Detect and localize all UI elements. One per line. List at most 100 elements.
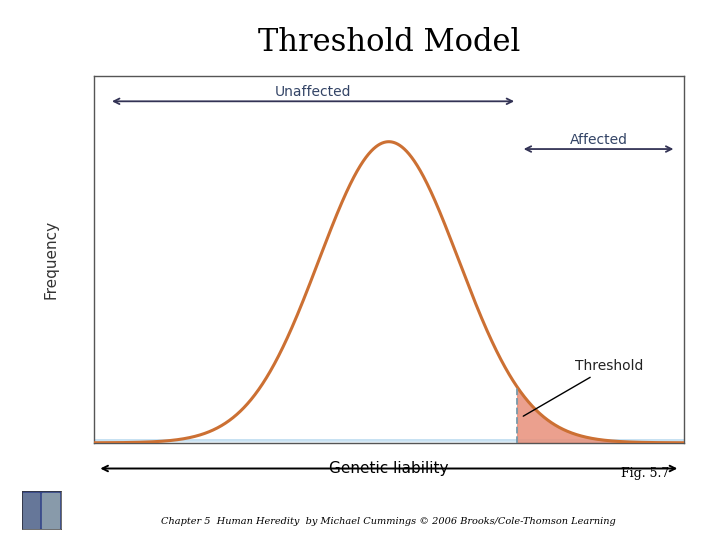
Bar <box>94 440 684 442</box>
Bar <box>94 440 684 441</box>
Bar <box>94 441 684 442</box>
Bar <box>94 441 684 442</box>
Bar <box>94 440 684 442</box>
Bar <box>94 440 684 442</box>
Bar <box>94 440 684 442</box>
Bar <box>94 441 684 443</box>
Bar <box>94 440 684 442</box>
Bar <box>94 441 684 443</box>
Bar <box>94 441 684 443</box>
Bar <box>94 440 684 442</box>
Bar <box>94 441 684 442</box>
Bar <box>94 440 684 442</box>
Bar <box>94 439 684 441</box>
Bar <box>94 440 684 441</box>
Bar <box>94 441 684 443</box>
Bar <box>94 441 684 443</box>
Bar <box>94 440 684 442</box>
Bar <box>94 440 684 442</box>
Bar <box>94 440 684 442</box>
Bar <box>94 440 684 442</box>
Bar <box>94 441 684 442</box>
Bar <box>94 440 684 442</box>
Bar <box>94 441 684 442</box>
Bar <box>94 440 684 442</box>
Bar <box>94 440 684 441</box>
Bar <box>94 440 684 442</box>
Bar <box>94 441 684 443</box>
Bar <box>94 441 684 443</box>
Bar <box>94 440 684 442</box>
Bar <box>94 440 684 441</box>
Bar <box>94 439 684 441</box>
Text: Chapter 5  Human Heredity  by Michael Cummings © 2006 Brooks/Cole-Thomson Learni: Chapter 5 Human Heredity by Michael Cumm… <box>161 517 616 526</box>
Bar <box>94 440 684 442</box>
Bar <box>94 441 684 442</box>
Bar <box>94 440 684 442</box>
Text: Genetic liability: Genetic liability <box>329 461 449 476</box>
Bar <box>94 441 684 443</box>
Bar <box>94 440 684 441</box>
Bar <box>94 439 684 441</box>
Bar <box>94 441 684 442</box>
Bar <box>94 441 684 443</box>
Bar <box>94 440 684 442</box>
Bar <box>94 441 684 443</box>
Bar <box>94 440 684 442</box>
Text: Unaffected: Unaffected <box>275 85 351 99</box>
Bar <box>94 440 684 441</box>
Bar <box>94 441 684 443</box>
Bar <box>94 439 684 441</box>
Bar <box>94 440 684 442</box>
Bar <box>94 440 684 441</box>
Bar <box>94 441 684 443</box>
Bar <box>94 440 684 441</box>
Text: Threshold Model: Threshold Model <box>258 27 520 58</box>
Bar <box>94 441 684 443</box>
Bar <box>94 441 684 442</box>
Bar <box>94 440 684 442</box>
Bar <box>94 440 684 441</box>
Bar <box>94 440 684 441</box>
Bar <box>94 440 684 442</box>
Bar <box>94 441 684 442</box>
Bar <box>94 439 684 441</box>
Bar <box>94 440 684 442</box>
Bar <box>94 440 684 442</box>
Bar <box>42 492 59 528</box>
Bar <box>94 441 684 442</box>
Bar <box>94 440 684 442</box>
Bar <box>94 440 684 442</box>
Bar <box>94 441 684 443</box>
Bar <box>94 440 684 441</box>
Bar <box>94 441 684 442</box>
Bar <box>94 441 684 442</box>
Bar <box>94 440 684 442</box>
Bar <box>94 440 684 442</box>
Bar <box>94 440 684 441</box>
Bar <box>94 440 684 442</box>
Bar <box>94 439 684 441</box>
Bar <box>94 441 684 442</box>
Bar <box>94 440 684 442</box>
Bar <box>94 441 684 443</box>
Bar <box>94 440 684 442</box>
Bar <box>94 440 684 441</box>
Bar <box>94 440 684 441</box>
Bar <box>94 440 684 442</box>
Bar <box>94 441 684 443</box>
Bar <box>94 440 684 442</box>
Bar <box>94 440 684 442</box>
Bar <box>94 440 684 442</box>
Bar <box>94 440 684 442</box>
Bar <box>94 441 684 443</box>
Bar <box>94 440 684 441</box>
Bar <box>94 441 684 442</box>
Bar <box>94 441 684 442</box>
Bar <box>94 440 684 441</box>
Bar <box>94 440 684 442</box>
Bar <box>94 441 684 442</box>
Bar <box>94 440 684 442</box>
Bar <box>94 439 684 441</box>
Bar <box>94 439 684 441</box>
